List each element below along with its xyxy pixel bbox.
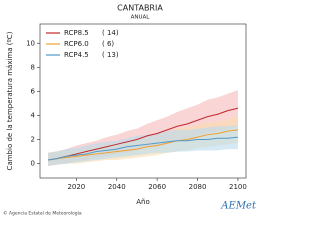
legend-count: ( 6) [102, 40, 114, 48]
legend-label: RCP8.5 [64, 29, 89, 37]
y-tick-label: 0 [31, 160, 35, 168]
x-tick-label: 2040 [108, 183, 126, 191]
x-tick-label: 2100 [229, 183, 247, 191]
legend-count: ( 13) [102, 51, 119, 59]
legend-label: RCP4.5 [64, 51, 89, 59]
band [48, 125, 238, 166]
x-axis-label: Año [136, 198, 150, 206]
line [48, 107, 239, 161]
chart-subtitle: ANUAL [131, 15, 151, 21]
chart: CANTABRIA ANUAL Cambio de la temperatura… [3, 4, 257, 217]
y-axis-label: Cambio de la temperatura máxima (ºC) [6, 31, 14, 170]
legend-count: ( 14) [102, 29, 119, 37]
footer: © Agencia Estatal de Meteorología [3, 210, 82, 217]
y-tick-label: 8 [31, 63, 35, 71]
logo: AEMet [220, 201, 257, 212]
y-tick-label: 2 [31, 136, 35, 144]
line [48, 136, 238, 161]
x-tick-label: 2080 [189, 183, 207, 191]
line [48, 129, 238, 161]
chart-title: CANTABRIA [117, 4, 163, 13]
y-tick-label: 10 [26, 39, 35, 47]
legend-label: RCP6.0 [64, 40, 89, 48]
x-tick-label: 2060 [148, 183, 166, 191]
y-tick-label: 4 [31, 111, 36, 119]
x-tick-label: 2020 [67, 183, 85, 191]
y-tick-label: 6 [31, 87, 36, 95]
